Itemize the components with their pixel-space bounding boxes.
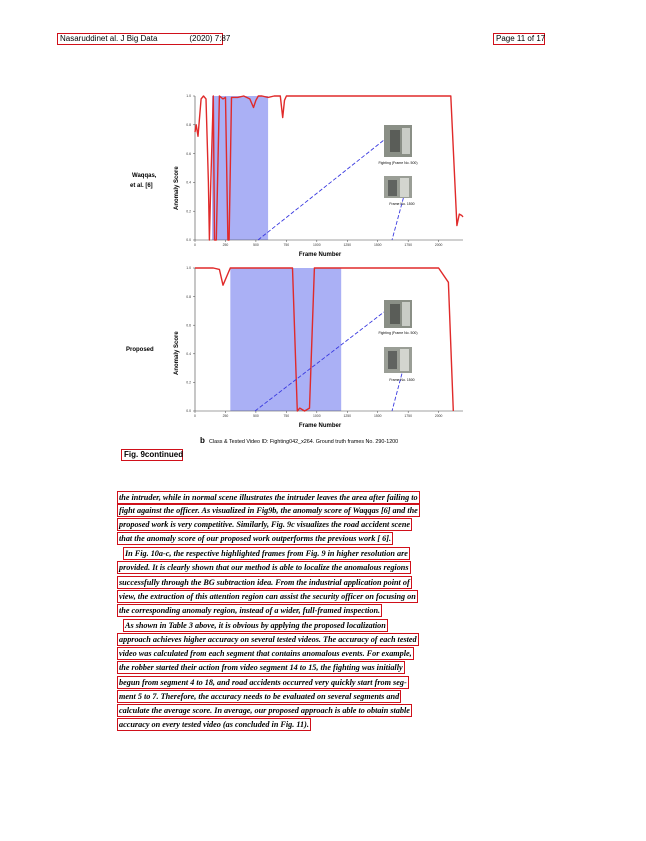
x-tick-label: 2000 — [435, 414, 443, 418]
x-tick-label: 1500 — [374, 243, 382, 247]
running-header: Nasaruddinet al. J Big Data (2020) 7:87 — [57, 33, 230, 45]
body-text-line: begun from segment 4 to 18, and road acc… — [117, 676, 409, 689]
inset-pointer-line — [257, 139, 385, 241]
body-text-line: proposed work is very competitive. Simil… — [117, 518, 413, 531]
x-tick-label: 250 — [223, 243, 229, 247]
y-tick-label: 0.6 — [186, 152, 191, 156]
x-tick-label: 750 — [284, 414, 290, 418]
x-axis-title-bottom: Frame Number — [299, 423, 342, 429]
x-tick-label: 1250 — [343, 243, 351, 247]
journal-authors: Nasaruddinet al. J Big Data — [60, 34, 158, 43]
x-tick-label: 750 — [284, 243, 290, 247]
x-axis-title-top: Frame Number — [299, 252, 342, 258]
x-tick-label: 500 — [253, 243, 259, 247]
y-axis-title-bottom: Anomaly Score — [174, 331, 180, 375]
body-text-line: provided. It is clearly shown that our m… — [117, 561, 411, 574]
body-text-line: accuracy on every tested video (as concl… — [117, 718, 311, 731]
x-tick-label: 500 — [253, 414, 259, 418]
body-text-line: As shown in Table 3 above, it is obvious… — [123, 619, 388, 632]
x-tick-label: 0 — [194, 243, 196, 247]
journal-year: (2020) 7:87 — [189, 34, 231, 43]
y-tick-label: 0.2 — [186, 381, 191, 385]
bottom-row-label: Proposed — [126, 347, 154, 353]
y-tick-label: 0.8 — [186, 123, 191, 127]
y-tick-label: 0.0 — [186, 409, 191, 413]
body-text-line: the corresponding anomaly region, instea… — [117, 604, 383, 617]
svg-text:Frame No. 1500: Frame No. 1500 — [389, 202, 414, 206]
body-text-line: ment 5 to 7. Therefore, the accuracy nee… — [117, 690, 402, 703]
body-text-line: successfully through the BG subtraction … — [117, 576, 412, 589]
y-tick-label: 1.0 — [186, 94, 191, 98]
y-tick-label: 0.4 — [186, 181, 191, 185]
y-tick-label: 0.0 — [186, 238, 191, 242]
body-text-line: view, the extraction of this attention r… — [117, 590, 418, 603]
anomaly-score-line — [194, 95, 464, 241]
body-text-line: the intruder, while in normal scene illu… — [117, 491, 420, 504]
body-text-line: that the anomaly score of our proposed w… — [117, 532, 394, 545]
page-number: Page 11 of 17 — [493, 33, 545, 45]
x-tick-label: 1750 — [404, 414, 412, 418]
svg-text:Fighting (Frame No. 500): Fighting (Frame No. 500) — [378, 161, 417, 165]
x-tick-label: 0 — [194, 414, 196, 418]
svg-text:Fighting (Frame No. 500): Fighting (Frame No. 500) — [378, 331, 417, 335]
y-axis-title-top: Anomaly Score — [174, 166, 180, 210]
x-tick-label: 1250 — [343, 414, 351, 418]
anomaly-score-line — [195, 267, 454, 412]
y-tick-label: 0.6 — [186, 323, 191, 327]
inset-top-b: Frame No. 1500 — [384, 176, 415, 206]
groundtruth-region — [212, 96, 269, 240]
x-tick-label: 1750 — [404, 243, 412, 247]
inset-pointer-line — [254, 311, 385, 412]
figure-caption: Fig. 9continued — [121, 449, 183, 461]
x-tick-label: 2000 — [435, 243, 443, 247]
x-tick-label: 1000 — [313, 243, 321, 247]
inset-top-a: Fighting (Frame No. 500) — [378, 125, 418, 165]
figure-9b: Waqqas, et al. [6] Proposed Anomaly Scor… — [126, 94, 464, 445]
y-tick-label: 1.0 — [186, 266, 191, 270]
svg-text:Frame No. 1500: Frame No. 1500 — [389, 378, 414, 382]
inset-bottom-a: Fighting (Frame No. 500) — [378, 300, 418, 335]
plot-top: 0 250 500 750 1000 1250 1500 1750 2000 0.0 0.2 0.4 0… — [186, 94, 464, 247]
body-text-line: calculate the average score. In average,… — [117, 704, 412, 717]
y-tick-label: 0.2 — [186, 209, 191, 213]
x-tick-label: 1000 — [313, 414, 321, 418]
body-text-line: fight against the officer. As visualized… — [117, 504, 420, 517]
body-text-line: approach achieves higher accuracy on sev… — [117, 633, 419, 646]
top-row-label: Waqqas, — [132, 173, 157, 179]
inset-pointer-line — [391, 191, 406, 241]
y-tick-label: 0.8 — [186, 295, 191, 299]
x-tick-label: 250 — [223, 414, 229, 418]
inset-bottom-b: Frame No. 1500 — [384, 347, 415, 382]
subcaption-text: Class & Tested Video ID: Fighting042_x26… — [209, 439, 398, 445]
plot-bottom: 0 250 500 750 1000 1250 1500 1750 2000 0.0 0.2 0.4 0… — [186, 266, 463, 418]
body-text-line: the robber started their action from vid… — [117, 661, 405, 674]
subcaption-letter: b — [200, 436, 205, 445]
y-tick-label: 0.4 — [186, 352, 191, 356]
x-tick-label: 1500 — [374, 414, 382, 418]
body-text-line: In Fig. 10a-c, the respective highlighte… — [123, 547, 410, 560]
groundtruth-region — [230, 268, 342, 411]
top-row-label-2: et al. [6] — [130, 183, 153, 189]
body-text-line: video was calculated from each segment t… — [117, 647, 414, 660]
